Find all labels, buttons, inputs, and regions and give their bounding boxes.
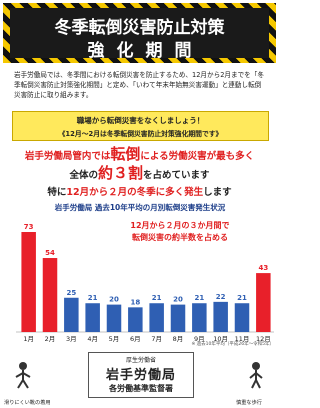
bar [149, 303, 164, 332]
data-label: 21 [237, 294, 247, 302]
slogan: 職場から転倒災害をなくしましょう！ [13, 115, 268, 126]
text: を占めています [143, 170, 210, 181]
bar [128, 307, 143, 332]
annotation: 転倒災害の約半数を占める [132, 232, 228, 242]
data-label: 54 [45, 249, 55, 257]
highlight: 岩手労働局管内では転倒による労働災害が最も多く 全体の約３割を占めています 特に… [6, 146, 273, 201]
banner: 冬季転倒災害防止対策 強化期間 [3, 3, 276, 63]
data-label: 21 [152, 294, 162, 302]
logo: 厚生労働省 岩手労働局 各労働基準監督署 [88, 352, 194, 398]
bar [21, 232, 36, 332]
ministry: 厚生労働省 [89, 355, 193, 364]
text: 岩手労働局管内では [25, 151, 111, 162]
x-tick-label: 5月 [109, 335, 120, 343]
chart: 岩手労働局 過去10年平均の月別転倒災害発生状況 12月から２月の３か月間で 転… [0, 198, 279, 348]
bar [192, 303, 207, 332]
bar [256, 273, 271, 332]
data-label: 43 [258, 264, 268, 272]
caption: 滑りにくい靴の着用 [4, 399, 51, 406]
text: します [203, 187, 232, 198]
x-tick-label: 6月 [130, 335, 141, 343]
bureaus: 各労働基準監督署 [89, 383, 193, 394]
x-tick-label: 4月 [87, 335, 98, 343]
data-label: 20 [109, 296, 119, 304]
data-label: 20 [173, 296, 183, 304]
highlight-line: 岩手労働局管内では転倒による労働災害が最も多く [6, 146, 273, 165]
emphasis: 転倒 [110, 145, 140, 163]
chart-title: 岩手労働局 過去10年平均の月別転倒災害発生状況 [54, 202, 226, 212]
data-label: 25 [66, 289, 76, 297]
bar [213, 302, 228, 332]
text: 特に [47, 187, 66, 198]
data-label: 21 [194, 294, 204, 302]
caption: 慎重な歩行 [236, 399, 262, 406]
emphasis: 約３割 [98, 164, 143, 182]
bar [85, 303, 100, 332]
emphasis: 12月から２月の冬季に多く発生 [66, 187, 203, 198]
bar [171, 305, 186, 332]
data-label: 73 [24, 223, 34, 231]
x-tick-label: 2月 [45, 335, 56, 343]
intro: 岩手労働局では、冬季間における転倒災害を防止するため、12月から2月までを「冬季… [14, 70, 266, 100]
subtitle: 強化期間 [10, 36, 269, 61]
banner-inner: 冬季転倒災害防止対策 強化期間 [10, 8, 269, 58]
x-tick-label: 9月 [194, 335, 205, 343]
bar [43, 258, 58, 332]
x-tick-label: 3月 [66, 335, 77, 343]
data-label: 21 [88, 294, 98, 302]
bar [64, 298, 79, 332]
slogan-sub: 《12月～2月は冬季転倒災害防止対策強化期間です》 [13, 128, 268, 138]
x-tick-label: 8月 [173, 335, 184, 343]
data-label: 18 [130, 298, 140, 306]
office: 岩手労働局 [89, 364, 193, 383]
highlight-line: 全体の約３割を占めています [6, 165, 273, 184]
page: {"header":{"title":"冬季転倒災害防止対策","subtitl… [0, 0, 279, 408]
bar [235, 303, 250, 332]
x-tick-label: 7月 [151, 335, 162, 343]
icon-walk [243, 360, 269, 390]
data-label: 22 [216, 293, 226, 301]
bar [107, 305, 122, 332]
text: による労働災害が最も多く [140, 151, 254, 162]
text: 全体の [69, 170, 98, 181]
x-tick-label: 1月 [23, 335, 34, 343]
annotation: 12月から２月の３か月間で [130, 221, 229, 230]
x-tick-label: 10月 [213, 335, 228, 343]
x-tick-label: 11月 [235, 335, 250, 343]
x-tick-label: 12月 [256, 335, 271, 343]
icon-shoes [10, 360, 36, 390]
slogan-box: 職場から転倒災害をなくしましょう！ 《12月～2月は冬季転倒災害防止対策強化期間… [12, 111, 269, 141]
title: 冬季転倒災害防止対策 [10, 13, 269, 38]
